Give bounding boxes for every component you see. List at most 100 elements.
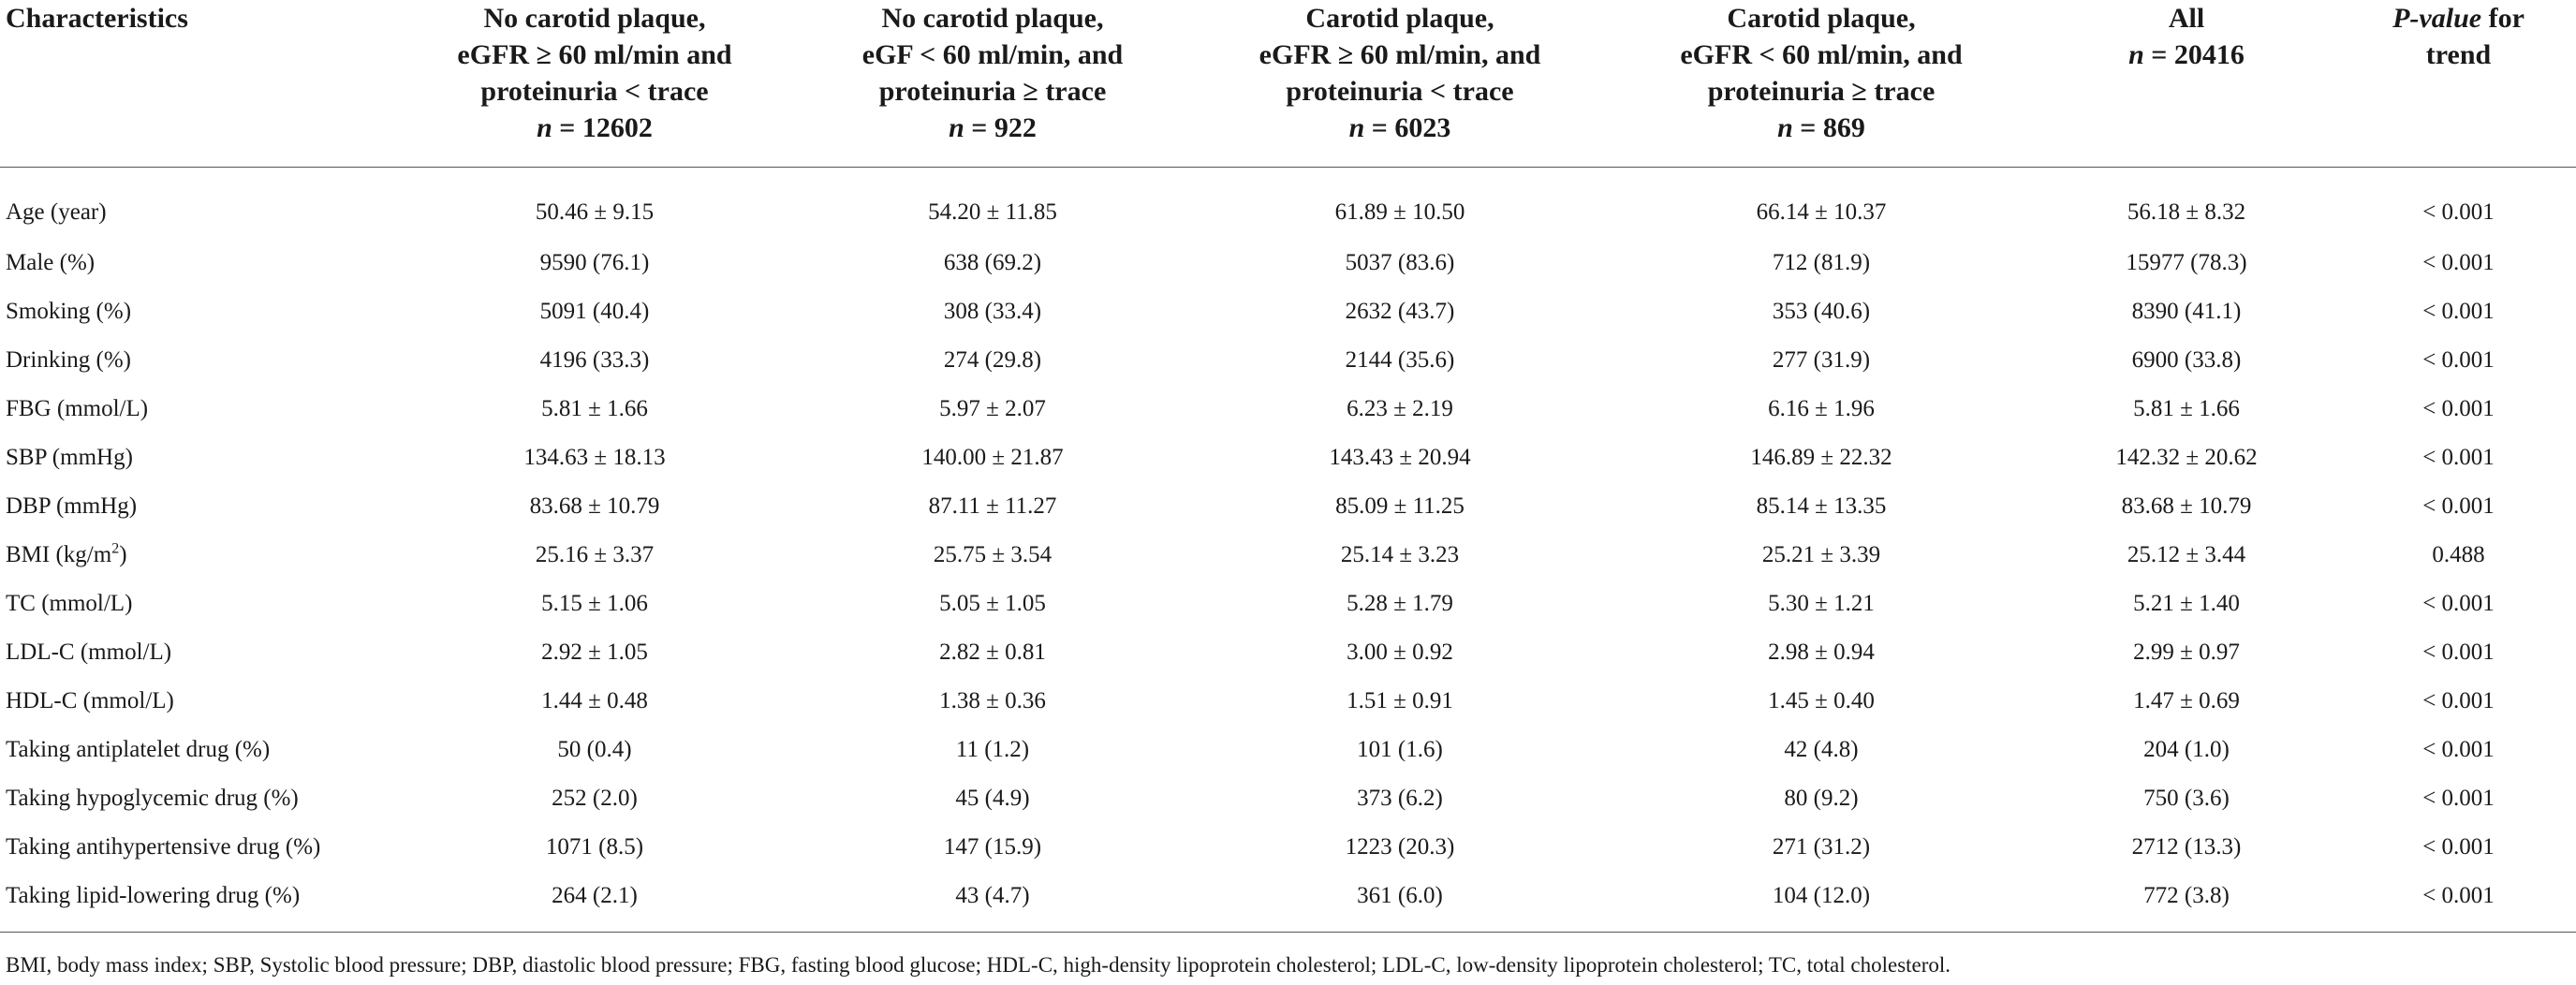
row-label-superscript: 2 bbox=[111, 540, 120, 557]
row-label: LDL-C (mmol/L) bbox=[0, 628, 393, 677]
table-cell: 85.09 ± 11.25 bbox=[1335, 493, 1465, 519]
header-line: Characteristics bbox=[6, 3, 188, 34]
table-row: DBP (mmHg) 83.68 ± 10.79 87.11 ± 11.27 85.0… bbox=[0, 482, 2576, 531]
table-cell: < 0.001 bbox=[2341, 872, 2576, 933]
table-cell: 83.68 ± 10.79 bbox=[529, 493, 660, 519]
table-cell: 1.51 ± 0.91 bbox=[1347, 688, 1453, 713]
table-cell: 750 (3.6) bbox=[2143, 786, 2230, 811]
row-label: HDL-C (mmol/L) bbox=[0, 677, 393, 726]
column-header-3: Carotid plaque, eGFR ≥ 60 ml/min, and prot… bbox=[1189, 0, 1611, 168]
table-cell: 638 (69.2) bbox=[943, 250, 1042, 275]
table-cell: 1223 (20.3) bbox=[1345, 834, 1455, 860]
table-row: TC (mmol/L) 5.15 ± 1.06 5.05 ± 1.05 5.28 ± … bbox=[0, 580, 2576, 628]
table-cell: 274 (29.8) bbox=[943, 347, 1042, 373]
header-line: eGFR < 60 ml/min, and bbox=[1680, 39, 1963, 70]
table-row: Taking antihypertensive drug (%) 1071 (8.… bbox=[0, 823, 2576, 872]
table-cell: 104 (12.0) bbox=[1611, 872, 2032, 933]
table-cell: 5.81 ± 1.66 bbox=[2133, 396, 2240, 421]
header-line: All bbox=[2168, 3, 2205, 34]
table-cell: < 0.001 bbox=[2422, 786, 2495, 811]
table-cell: 361 (6.0) bbox=[1189, 872, 1611, 933]
header-line: No carotid plaque, bbox=[483, 3, 706, 34]
table-cell: 101 (1.6) bbox=[1357, 737, 1443, 762]
column-header-2: No carotid plaque, eGF < 60 ml/min, and pr… bbox=[796, 0, 1189, 168]
header-line: proteinuria < trace bbox=[480, 76, 709, 107]
row-label-tail: ) bbox=[119, 542, 127, 567]
header-line: n = 20416 bbox=[2128, 39, 2245, 70]
table-cell: 1.47 ± 0.69 bbox=[2133, 688, 2240, 713]
table-cell: 5.21 ± 1.40 bbox=[2133, 591, 2240, 616]
table-cell: 8390 (41.1) bbox=[2131, 299, 2242, 324]
table-cell: 204 (1.0) bbox=[2143, 737, 2230, 762]
row-label: TC (mmol/L) bbox=[0, 580, 393, 628]
header-line: Carotid plaque, bbox=[1305, 3, 1494, 34]
row-label: Drinking (%) bbox=[0, 336, 393, 385]
table-cell: < 0.001 bbox=[2422, 493, 2495, 519]
row-label: Smoking (%) bbox=[0, 287, 393, 336]
column-header-1: No carotid plaque, eGFR ≥ 60 ml/min and pr… bbox=[393, 0, 796, 168]
row-label-text: Male (%) bbox=[6, 250, 96, 275]
table-cell: 0.488 bbox=[2432, 542, 2485, 567]
table-cell: 9590 (76.1) bbox=[539, 250, 650, 275]
header-line: trend bbox=[2425, 39, 2492, 70]
table-cell: 66.14 ± 10.37 bbox=[1756, 199, 1887, 225]
row-label: DBP (mmHg) bbox=[0, 482, 393, 531]
table-cell: 772 (3.8) bbox=[2032, 872, 2341, 933]
header-line: n = 922 bbox=[949, 112, 1037, 143]
table-cell: 5.97 ± 2.07 bbox=[939, 396, 1046, 421]
table-cell: 1.44 ± 0.48 bbox=[541, 688, 648, 713]
table-cell: < 0.001 bbox=[2422, 250, 2495, 275]
table-cell: 353 (40.6) bbox=[1772, 299, 1871, 324]
table-cell: 2.98 ± 0.94 bbox=[1768, 640, 1875, 665]
row-label: Taking antiplatelet drug (%) bbox=[0, 726, 393, 774]
row-label-text: Drinking (%) bbox=[6, 347, 131, 373]
column-header-6: P-value for trend bbox=[2341, 0, 2576, 168]
row-label-text: LDL-C (mmol/L) bbox=[6, 640, 172, 665]
row-label: Taking lipid-lowering drug (%) bbox=[0, 872, 393, 933]
table-cell: 277 (31.9) bbox=[1772, 347, 1871, 373]
header-line: n = 12602 bbox=[537, 112, 653, 143]
table-cell: 6.23 ± 2.19 bbox=[1347, 396, 1453, 421]
table-cell: 2144 (35.6) bbox=[1345, 347, 1455, 373]
table-cell: 25.14 ± 3.23 bbox=[1340, 542, 1460, 567]
header-line: proteinuria ≥ trace bbox=[878, 76, 1107, 107]
table-cell: < 0.001 bbox=[2422, 688, 2495, 713]
column-header-4: Carotid plaque, eGFR < 60 ml/min, and prot… bbox=[1611, 0, 2032, 168]
row-label: Taking antihypertensive drug (%) bbox=[0, 823, 393, 872]
table-cell: < 0.001 bbox=[2422, 834, 2495, 860]
row-label-text: Smoking (%) bbox=[6, 299, 132, 324]
header-line: No carotid plaque, bbox=[881, 3, 1104, 34]
table-cell: 87.11 ± 11.27 bbox=[928, 493, 1057, 519]
table-cell: < 0.001 bbox=[2422, 445, 2495, 470]
table-cell: 42 (4.8) bbox=[1784, 737, 1859, 762]
table-cell: 264 (2.1) bbox=[393, 872, 796, 933]
table-cell: < 0.001 bbox=[2422, 299, 2495, 324]
column-header-characteristics: Characteristics bbox=[0, 0, 393, 168]
table-cell: 308 (33.4) bbox=[943, 299, 1042, 324]
header-line: proteinuria ≥ trace bbox=[1707, 76, 1936, 107]
table-cell: 2632 (43.7) bbox=[1345, 299, 1455, 324]
table-cell: 1.38 ± 0.36 bbox=[939, 688, 1046, 713]
table-cell: 146.89 ± 22.32 bbox=[1750, 445, 1892, 470]
table-cell: 142.32 ± 20.62 bbox=[2115, 445, 2258, 470]
table-cell: 143.43 ± 20.94 bbox=[1329, 445, 1471, 470]
table-cell: 61.89 ± 10.50 bbox=[1334, 199, 1465, 225]
table-cell: < 0.001 bbox=[2422, 199, 2495, 225]
table-cell: 2.82 ± 0.81 bbox=[939, 640, 1046, 665]
header-row: Characteristics No carotid plaque, eGFR ≥ … bbox=[0, 0, 2576, 168]
table-cell: 3.00 ± 0.92 bbox=[1347, 640, 1453, 665]
table-cell: < 0.001 bbox=[2422, 737, 2495, 762]
row-label: SBP (mmHg) bbox=[0, 434, 393, 482]
table-cell: 50.46 ± 9.15 bbox=[535, 199, 655, 225]
header-line: P-value for bbox=[2392, 3, 2524, 34]
table-cell: 5037 (83.6) bbox=[1345, 250, 1455, 275]
table-row: Drinking (%) 4196 (33.3) 274 (29.8) 2144 (3… bbox=[0, 336, 2576, 385]
table-cell: 5.30 ± 1.21 bbox=[1768, 591, 1875, 616]
table-cell: 712 (81.9) bbox=[1772, 250, 1871, 275]
table-cell: 5.05 ± 1.05 bbox=[939, 591, 1046, 616]
table-cell: 83.68 ± 10.79 bbox=[2121, 493, 2252, 519]
table-cell: 6.16 ± 1.96 bbox=[1768, 396, 1875, 421]
row-label-text: TC (mmol/L) bbox=[6, 591, 133, 616]
row-label: Male (%) bbox=[0, 239, 393, 287]
